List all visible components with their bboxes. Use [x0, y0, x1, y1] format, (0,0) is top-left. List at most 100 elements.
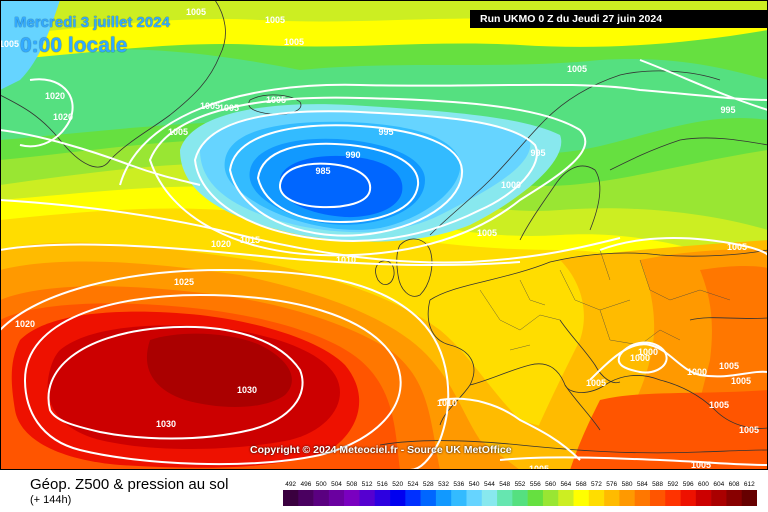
isobar-label: 1005 — [168, 127, 188, 137]
scale-label: 552 — [515, 481, 526, 488]
scale-label: 612 — [744, 481, 755, 488]
isobar-label: 1020 — [211, 239, 231, 249]
isobar-label: 1010 — [336, 255, 356, 265]
isobar-label: 1025 — [174, 277, 194, 287]
isobar-label: 1005 — [186, 7, 206, 17]
scale-swatch — [726, 490, 743, 506]
scale-swatch — [527, 490, 544, 506]
scale-label: 524 — [408, 481, 419, 488]
isobar-label: 1000 — [630, 353, 650, 363]
scale-label: 584 — [637, 481, 648, 488]
isobar-label: 1010 — [437, 398, 457, 408]
scale-label: 576 — [606, 481, 617, 488]
scale-label: 532 — [438, 481, 449, 488]
isobar-label: 1005 — [727, 242, 747, 252]
scale-swatch — [435, 490, 452, 506]
isobar-label: 1005 — [284, 37, 304, 47]
scale-label: 572 — [591, 481, 602, 488]
scale-swatch — [680, 490, 697, 506]
isobar-label: 995 — [530, 148, 545, 158]
scale-label: 600 — [698, 481, 709, 488]
scale-label: 492 — [285, 481, 296, 488]
scale-swatch — [649, 490, 666, 506]
scale-label: 496 — [301, 481, 312, 488]
scale-swatch — [695, 490, 712, 506]
isobar-label: 1000 — [687, 367, 707, 377]
isobar-label: 1005 — [586, 378, 606, 388]
scale-label: 500 — [316, 481, 327, 488]
scale-swatch — [313, 490, 330, 506]
forecast-lead-time: (+ 144h) — [30, 494, 72, 506]
isobar-label: 985 — [315, 166, 330, 176]
scale-swatch — [588, 490, 605, 506]
scale-label: 536 — [453, 481, 464, 488]
scale-swatch — [497, 490, 513, 506]
scale-label: 504 — [331, 481, 342, 488]
scale-label: 560 — [545, 481, 556, 488]
scale-label: 556 — [530, 481, 541, 488]
scale-label: 588 — [652, 481, 663, 488]
isobar-label: 1005 — [265, 15, 285, 25]
isobar-label: 1005 — [200, 101, 220, 111]
geopotential-field — [0, 0, 768, 470]
weather-map: 1005 1005 1005 1005 1005 1005 1005 1005 995 995 99… — [0, 0, 768, 470]
isobar-label: 995 — [720, 105, 735, 115]
isobar-labels: 1005 1005 1005 1005 1005 1005 1005 1005 995 995 99… — [0, 7, 759, 470]
isobar-label: 1000 — [501, 180, 521, 190]
run-info-banner: Run UKMO 0 Z du Jeudi 27 juin 2024 — [470, 10, 768, 28]
scale-swatch — [634, 490, 651, 506]
isobar-label: 1015 — [240, 235, 260, 245]
scale-swatch — [451, 490, 467, 506]
scale-swatch — [344, 490, 360, 506]
scale-swatch — [604, 490, 620, 506]
color-scale-legend: 492 496 500 504 508 512 516 520 524 528 532 536 540 5… — [283, 481, 757, 506]
isobar-label: 1005 — [709, 400, 729, 410]
scale-swatch — [711, 490, 727, 506]
isobar-label: 1005 — [567, 64, 587, 74]
isobar-label: 1020 — [15, 319, 35, 329]
map-product-title: Géop. Z500 & pression au sol — [30, 476, 229, 493]
scale-label: 544 — [484, 481, 495, 488]
forecast-date: Mercredi 3 juillet 2024 — [14, 14, 170, 31]
copyright-notice: Copyright © 2024 Meteociel.fr - Source U… — [250, 444, 512, 456]
isobar-label: 1005 — [719, 361, 739, 371]
isobars — [0, 59, 768, 470]
scale-label: 604 — [713, 481, 724, 488]
isobar-label: 1030 — [156, 419, 176, 429]
scale-swatch — [283, 490, 299, 506]
isobar-label: 1005 — [477, 228, 497, 238]
scale-swatch — [390, 490, 406, 506]
scale-label: 548 — [499, 481, 510, 488]
scale-swatch — [374, 490, 391, 506]
scale-swatch — [328, 490, 345, 506]
isobar-label: 1005 — [266, 95, 286, 105]
scale-label: 540 — [469, 481, 480, 488]
scale-swatch — [359, 490, 376, 506]
forecast-time: 0:00 locale — [20, 34, 128, 57]
isobar-label: 1000 — [638, 347, 658, 357]
scale-label: 580 — [622, 481, 633, 488]
scale-swatch — [512, 490, 528, 506]
scale-label: 516 — [377, 481, 388, 488]
isobar-label: 1005 — [529, 464, 549, 470]
isobar-label: 1005 — [691, 460, 711, 470]
scale-swatch — [405, 490, 421, 506]
scale-swatch — [298, 490, 314, 506]
scale-swatch — [558, 490, 574, 506]
scale-label: 564 — [560, 481, 571, 488]
scale-swatch — [466, 490, 483, 506]
coastlines — [0, 0, 768, 454]
scale-label: 512 — [362, 481, 373, 488]
isobar-label: 1005 — [739, 425, 759, 435]
isobar-label: 1020 — [45, 91, 65, 101]
isobar-label: 995 — [378, 127, 393, 137]
scale-label: 508 — [346, 481, 357, 488]
isobar-label: 1020 — [53, 112, 73, 122]
scale-swatch — [665, 490, 681, 506]
scale-label: 528 — [423, 481, 434, 488]
scale-swatch — [420, 490, 437, 506]
scale-swatch — [542, 490, 559, 506]
scale-label: 592 — [667, 481, 678, 488]
scale-label: 596 — [683, 481, 694, 488]
isobar-label: 990 — [345, 150, 360, 160]
